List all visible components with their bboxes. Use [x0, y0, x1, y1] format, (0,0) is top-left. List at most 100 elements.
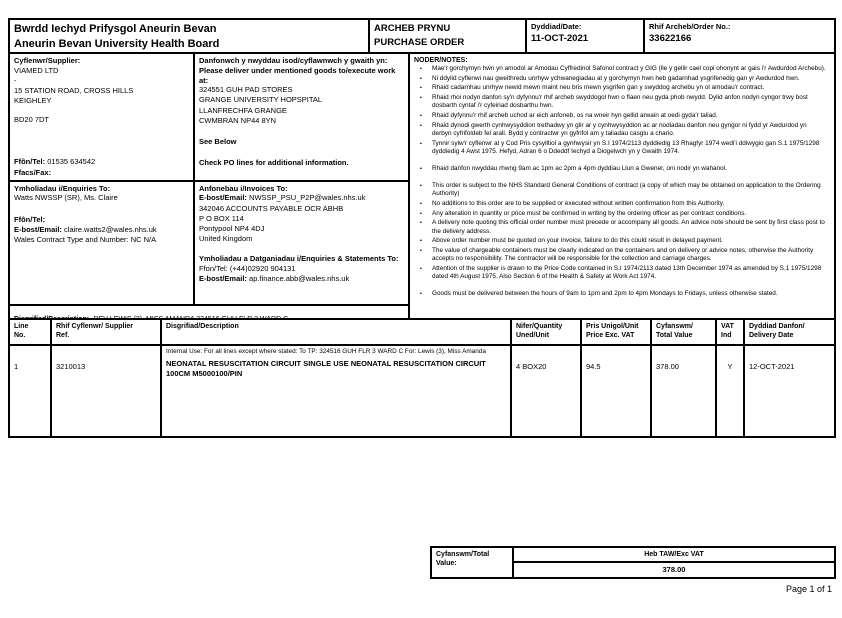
invoices-email: E-bost/Email: NWSSP_PSU_P2P@wales.nhs.uk: [199, 193, 404, 203]
invoices-email-label: E-bost/Email:: [199, 193, 247, 203]
bullet-icon: ▪: [420, 113, 422, 120]
invoices-country: United Kingdom: [199, 233, 253, 243]
delivery-date-cell: 12-OCT-2021: [743, 344, 836, 438]
enquiries-label: Ymholiadau i/Enquiries To:: [14, 183, 111, 193]
bullet-icon: ▪: [420, 66, 422, 73]
note-item: ▪ Goods must be delivered between the hou…: [420, 290, 778, 298]
bullet-icon: ▪: [420, 95, 422, 102]
header-band: Bwrdd Iechyd Prifysgol Aneurin Bevan Ane…: [8, 18, 836, 58]
deliver-to-label: Danfonwch y nwyddau isod/cyflawnwch y gw…: [199, 56, 396, 85]
total-value-cell: 378.00: [650, 344, 717, 438]
statements-email-label: E-bost/Email:: [199, 273, 247, 283]
bullet-icon: ▪: [420, 247, 422, 254]
deliver-to-line4: CWMBRAN NP44 8YN: [199, 115, 277, 125]
enquiries-email: E-bost/Email: claire.watts2@wales.nhs.uk: [14, 225, 189, 235]
bullet-icon: ▪: [420, 201, 422, 208]
deliver-to-line3: LLANFRECHFA GRANGE: [199, 105, 287, 115]
doc-title-cell: ARCHEB PRYNU PURCHASE ORDER: [368, 18, 527, 58]
org-name-welsh: Bwrdd Iechyd Prifysgol Aneurin Bevan: [14, 23, 217, 35]
line-items-header-row: Line No. Rhif Cyflenwr/ Supplier Ref. Di…: [8, 318, 836, 346]
supplier-ref-cell: 3210013: [50, 344, 162, 438]
note-item: ▪ Ni ddylid cyflenwi nau gweithredu unrhy…: [420, 74, 800, 82]
total-value-label: Cyfanswm/Total Value:: [430, 545, 514, 580]
order-date-value: 11-OCT-2021: [531, 32, 589, 44]
statements-label: Ymholiadau a Datganiadau i/Enquiries & S…: [199, 254, 399, 263]
line-item-row: 1 3210013 Internal Use: For all lines ex…: [8, 344, 836, 438]
supplier-dash: -: [14, 75, 17, 85]
note-item: ▪ Rhaid rhoi nodyn danfon sy'n dyfynnu'r …: [420, 94, 808, 110]
statements-email-value: ap.finance.abb@wales.nhs.uk: [249, 273, 350, 283]
bullet-icon: ▪: [420, 220, 422, 227]
bullet-icon: ▪: [420, 291, 422, 298]
col-header-description: Disgrifiad/Description: [160, 318, 512, 346]
note-item: ▪ The value of chargeable containers must…: [420, 246, 814, 263]
note-item: ▪ Rhaid dyfynnu'r rhif archeb uchod ar ei…: [420, 112, 718, 120]
wales-contract-line: Wales Contract Type and Number: NC N/A: [14, 234, 157, 244]
supplier-phone-label: Ffôn/Tel:: [14, 157, 46, 167]
unit-price-cell: 94.5: [580, 344, 652, 438]
note-item: ▪ Any alteration in quantity or price mus…: [420, 209, 747, 217]
doc-title-welsh: ARCHEB PRYNU: [374, 23, 451, 34]
deliver-to-box: Danfonwch y nwyddau isod/cyflawnwch y gw…: [193, 52, 410, 182]
description-cell: Internal Use: For all lines except where…: [160, 344, 512, 438]
bullet-icon: ▪: [420, 165, 422, 172]
enquiries-email-value: claire.watts2@wales.nhs.uk: [64, 224, 157, 234]
bullet-icon: ▪: [420, 122, 422, 129]
order-number-label: Rhif Archeb/Order No.:: [649, 22, 731, 31]
line-items-table: Line No. Rhif Cyflenwr/ Supplier Ref. Di…: [8, 318, 836, 438]
note-item: ▪ Tynnir sylw'r cyflenwr at y Cod Pris cy…: [420, 139, 820, 155]
note-item: ▪ Rhaid cadarnhau unrhyw newid mewn maint…: [420, 84, 765, 92]
enquiries-contact: Watts NWSSP (SR), Ms. Claire: [14, 193, 118, 203]
note-item: ▪ This order is subject to the NHS Standa…: [420, 182, 821, 198]
order-date-label: Dyddiad/Date:: [531, 22, 582, 31]
note-item: ▪ Attention of the supplier is drawn to t…: [420, 264, 822, 281]
internal-use-text: Internal Use: For all lines except where…: [166, 348, 486, 355]
exc-vat-header: Heb TAW/Exc VAT: [512, 545, 836, 564]
deliver-to-line1: 324551 GUH PAD STORES: [199, 85, 293, 95]
main-band: Cyflenwr/Supplier: VIAMED LTD - 15 STATI…: [8, 52, 836, 330]
invoices-pobox: P O BOX 114: [199, 213, 244, 223]
supplier-label: Cyflenwr/Supplier:: [14, 56, 81, 65]
supplier-phone-value: 01535 634542: [47, 157, 96, 167]
note-item: ▪ Rhaid danfon nwyddau rhwng 9am ac 1pm a…: [420, 164, 727, 172]
page-number: Page 1 of 1: [785, 584, 832, 594]
col-header-total-value: Cyfanswm/ Total Value: [650, 318, 717, 346]
note-item: ▪ Rhaid dynodi gwerth cynhwysyddion treth…: [420, 121, 807, 137]
supplier-postcode: BD20 7DT: [14, 115, 50, 125]
col-header-line-no: Line No.: [8, 318, 52, 346]
statements-phone: Ffon/Tel: (+44)02920 904131: [199, 263, 296, 273]
col-header-supplier-ref: Rhif Cyflenwr/ Supplier Ref.: [50, 318, 162, 346]
supplier-name: VIAMED LTD: [14, 65, 59, 75]
invoices-box: Anfonebau i/Invoices To: E-bost/Email: N…: [193, 179, 410, 306]
total-value-amount: 378.00: [512, 561, 836, 580]
bullet-icon: ▪: [420, 238, 422, 245]
line-no-cell: 1: [8, 344, 52, 438]
org-name-cell: Bwrdd Iechyd Prifysgol Aneurin Bevan Ane…: [8, 18, 370, 58]
quantity-cell: 4 BOX20: [510, 344, 582, 438]
org-name-english: Aneurin Bevan University Health Board: [14, 37, 220, 50]
bullet-icon: ▪: [420, 183, 422, 190]
enquiries-box: Ymholiadau i/Enquiries To: Watts NWSSP (…: [8, 179, 195, 306]
note-item: ▪ No additions to this order are to be su…: [420, 200, 725, 208]
supplier-box: Cyflenwr/Supplier: VIAMED LTD - 15 STATI…: [8, 52, 195, 182]
notes-label: NODER/NOTES:: [414, 57, 468, 64]
deliver-to-line2: GRANGE UNIVERSITY HOPSPITAL: [199, 95, 323, 105]
enquiries-email-label: E-bost/Email:: [14, 224, 62, 234]
supplier-fax-label: Ffacs/Fax:: [14, 167, 52, 177]
supplier-phone: Ffôn/Tel: 01535 634542: [14, 157, 189, 167]
bullet-icon: ▪: [420, 75, 422, 82]
check-po-lines-note: Check PO lines for additional informatio…: [199, 157, 349, 167]
col-header-quantity: Nifer/Quantity Uned/Unit: [510, 318, 582, 346]
doc-title-english: PURCHASE ORDER: [374, 37, 465, 49]
bullet-icon: ▪: [420, 265, 422, 272]
col-header-unit-price: Pris Unigol/Unit Price Exc. VAT: [580, 318, 652, 346]
note-item: ▪ A delivery note quoting this official o…: [420, 219, 825, 235]
supplier-address-line2: KEIGHLEY: [14, 96, 52, 106]
invoices-label: Anfonebau i/Invoices To:: [199, 183, 288, 193]
col-header-delivery-date: Dyddiad Danfon/ Delivery Date: [743, 318, 836, 346]
vat-ind-cell: Y: [715, 344, 745, 438]
item-description-text: NEONATAL RESUSCITATION CIRCUIT SINGLE US…: [166, 359, 486, 379]
order-number-value: 33622166: [649, 32, 692, 44]
col-header-vat-ind: VAT Ind: [715, 318, 745, 346]
